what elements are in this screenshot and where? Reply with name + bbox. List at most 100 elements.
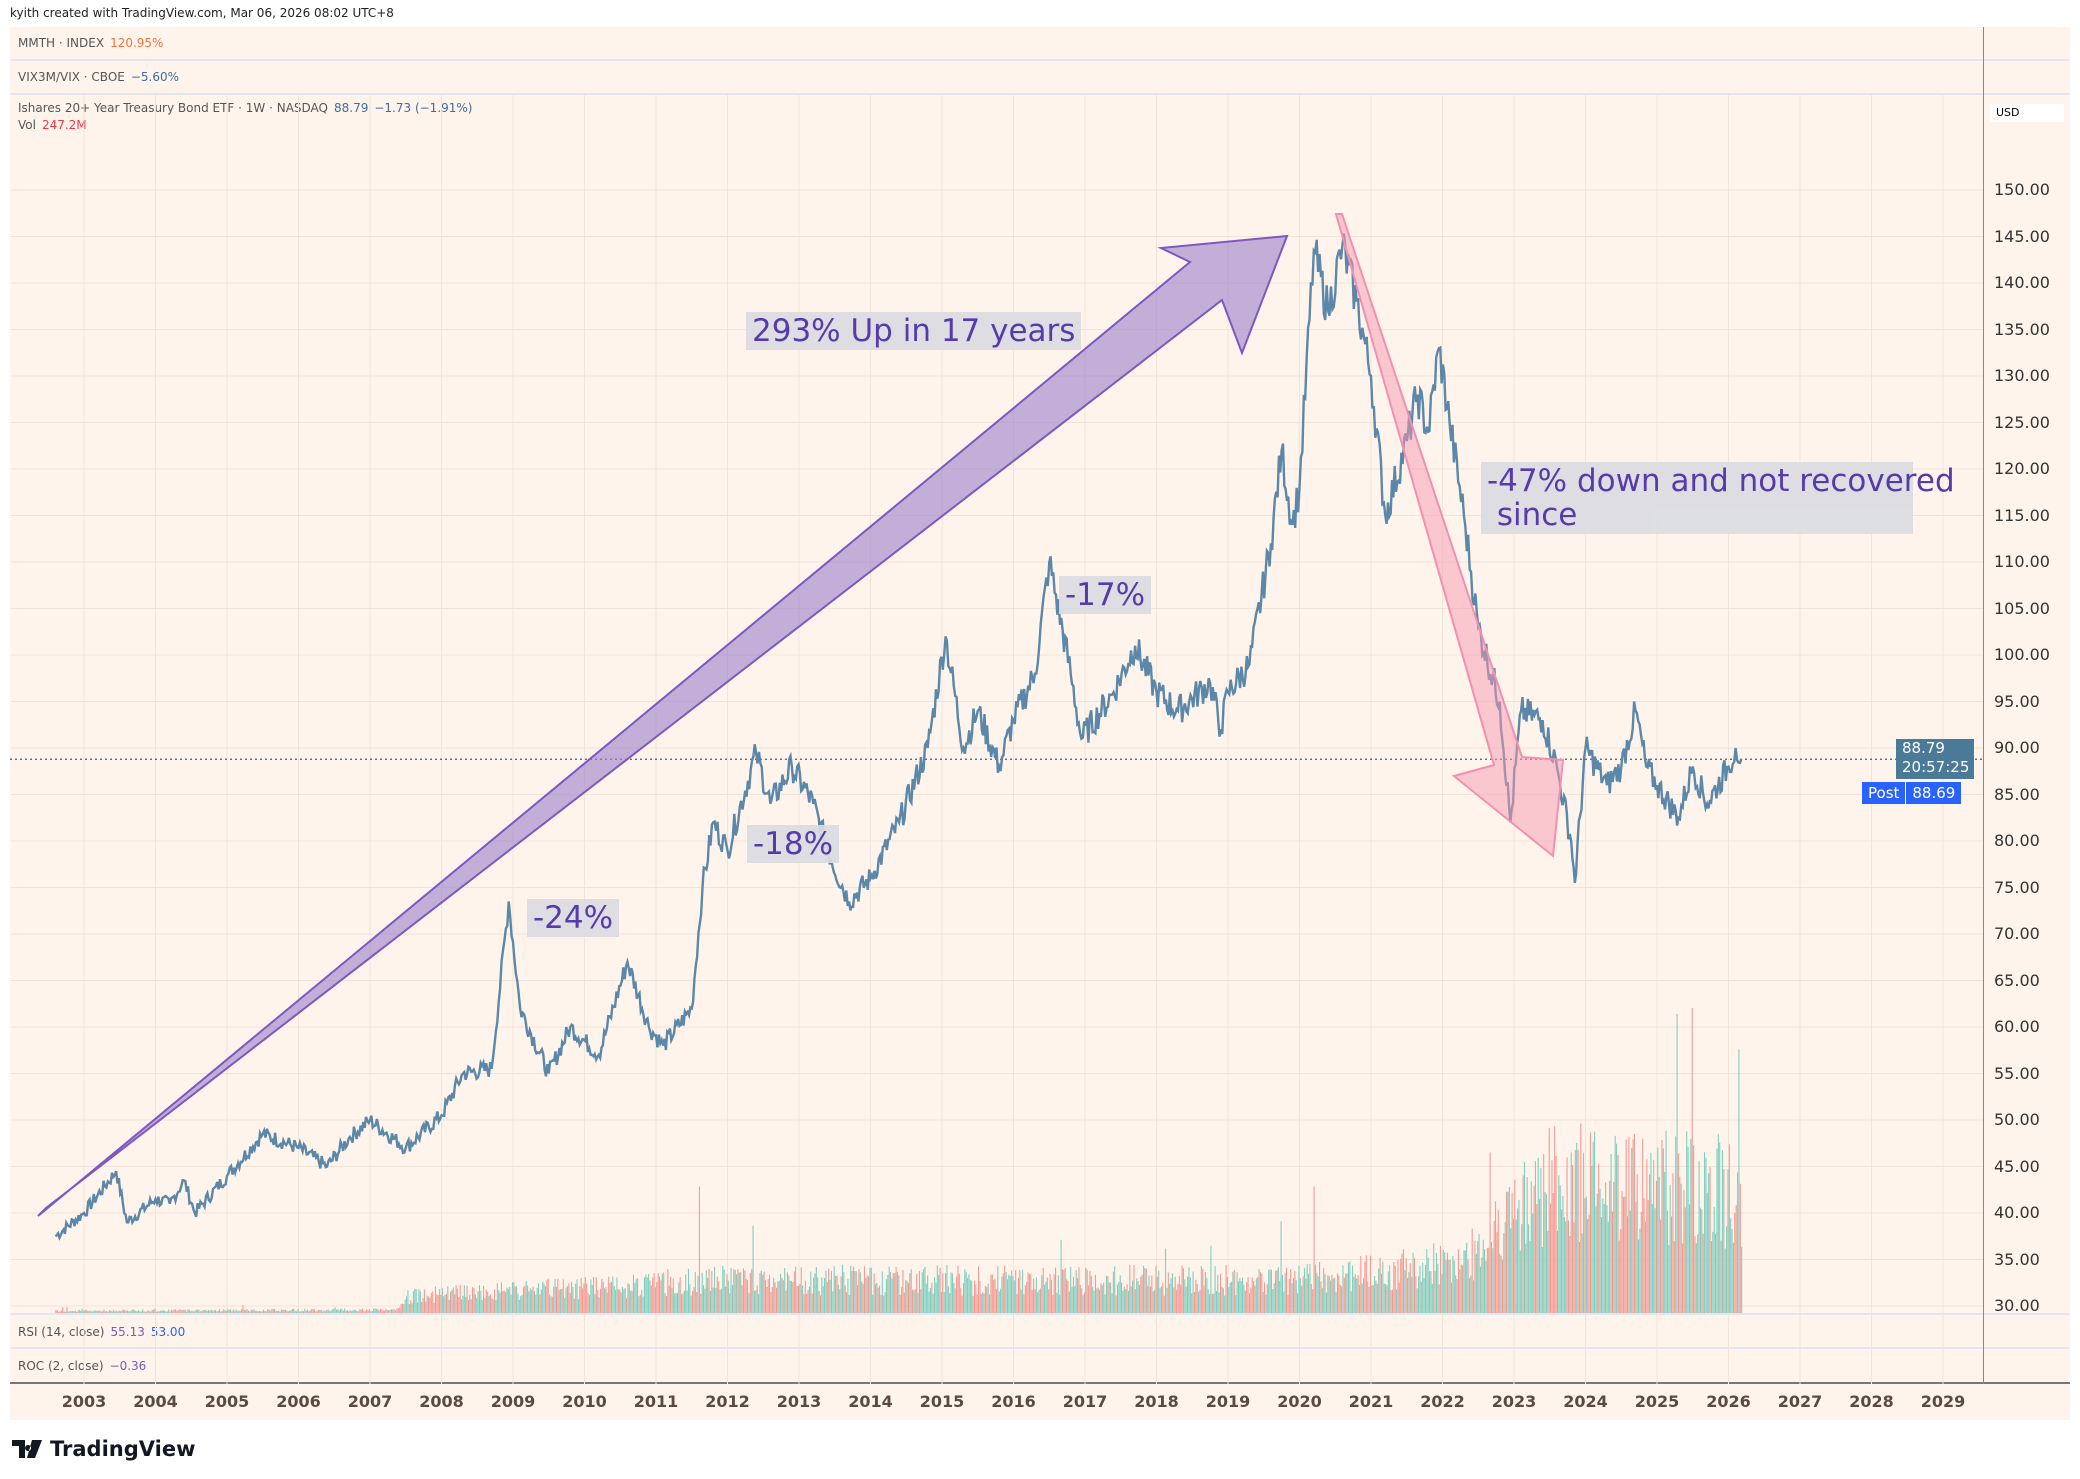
rsi-pane: RSI (14, close) 55.13 53.00 (10, 1313, 2070, 1349)
volume-bar (1232, 1271, 1234, 1313)
volume-bar (586, 1283, 588, 1313)
volume-bar (1426, 1249, 1428, 1313)
volume-bar (1133, 1264, 1135, 1313)
volume-bar (401, 1303, 403, 1313)
volume-bar (712, 1287, 714, 1313)
volume-bar (437, 1295, 439, 1313)
volume-bar (1739, 1183, 1741, 1313)
volume-bar (403, 1304, 405, 1313)
volume-bar (1231, 1281, 1233, 1313)
volume-bar (1662, 1148, 1664, 1313)
volume-bar (1072, 1276, 1074, 1313)
volume-bar (155, 1311, 157, 1313)
volume-bar (967, 1277, 969, 1313)
volume-bar (964, 1269, 966, 1313)
volume-bar (1368, 1286, 1370, 1313)
volume-bar (862, 1283, 864, 1313)
volume-bar (1158, 1270, 1160, 1313)
volume-bar (950, 1272, 952, 1313)
currency-label[interactable]: USD (1990, 104, 2064, 122)
annotation-minus-18[interactable]: -18% (747, 825, 840, 863)
volume-bar (338, 1310, 340, 1313)
volume-bar (1027, 1272, 1029, 1313)
vix-name: VIX3M/VIX · CBOE (18, 70, 125, 84)
volume-bar (302, 1311, 304, 1313)
symbol-name[interactable]: Ishares 20+ Year Treasury Bond ETF · 1W … (18, 101, 328, 115)
volume-bar (353, 1309, 355, 1313)
volume-bar (822, 1286, 824, 1313)
volume-bar (1665, 1130, 1667, 1313)
annotation-up[interactable]: 293% Up in 17 years (746, 312, 1082, 350)
volume-bar (718, 1281, 720, 1313)
volume-bar (785, 1290, 787, 1313)
volume-bar (1647, 1199, 1649, 1313)
volume-bar (58, 1311, 60, 1313)
volume-bar (817, 1277, 819, 1313)
volume-bar (945, 1272, 947, 1313)
volume-bar (1609, 1180, 1611, 1313)
volume-bar (1671, 1216, 1673, 1313)
price-line (54, 233, 1743, 1241)
volume-bar (1632, 1139, 1634, 1313)
volume-bar (752, 1225, 754, 1313)
volume-bar (1698, 1161, 1700, 1313)
volume-bar (352, 1310, 354, 1313)
volume-bar (833, 1266, 835, 1313)
volume-bar (1298, 1265, 1300, 1313)
volume-bar (932, 1293, 934, 1313)
volume-bar (209, 1310, 211, 1313)
volume-bar (1686, 1131, 1688, 1313)
annotation-minus-17[interactable]: -17% (1059, 576, 1152, 614)
volume-bar (59, 1311, 61, 1313)
volume-bar (973, 1280, 975, 1313)
volume-bar (268, 1309, 270, 1313)
volume-bar (1341, 1286, 1343, 1313)
price-tick: 30.00 (1994, 1296, 2040, 1315)
volume-bar (1253, 1281, 1255, 1313)
volume-bar (220, 1311, 222, 1313)
year-tick: 2027 (1777, 1392, 1823, 1411)
volume-bar (1297, 1293, 1299, 1313)
volume-bar (213, 1310, 215, 1313)
volume-bar (208, 1310, 210, 1313)
volume-bar (456, 1288, 458, 1313)
volume-bar (547, 1278, 549, 1313)
volume-bar (997, 1266, 999, 1313)
volume-bar (1521, 1224, 1523, 1313)
volume-bar (1312, 1289, 1314, 1313)
volume-bar (1034, 1289, 1036, 1313)
volume-bar (1111, 1293, 1113, 1313)
volume-bar (1056, 1293, 1058, 1313)
volume-bar (1105, 1275, 1107, 1313)
volume-bar (1644, 1221, 1646, 1313)
volume-bar (803, 1294, 805, 1313)
volume-bar (1053, 1274, 1055, 1313)
volume-bar (968, 1274, 970, 1313)
tradingview-logo[interactable]: TradingView (12, 1437, 195, 1461)
volume-bar (1114, 1266, 1116, 1313)
volume-bar (235, 1309, 237, 1313)
volume-bar (1407, 1278, 1409, 1313)
volume-bar (661, 1273, 663, 1313)
volume-bar (994, 1278, 996, 1313)
volume-bar (683, 1290, 685, 1313)
volume-bar (593, 1276, 595, 1313)
volume-bar (1411, 1276, 1413, 1313)
volume-bar (1187, 1276, 1189, 1313)
volume-bar (103, 1309, 105, 1313)
volume-bar (1705, 1157, 1707, 1313)
volume-bar (466, 1285, 468, 1313)
volume-bar (275, 1310, 277, 1313)
volume-bar (737, 1269, 739, 1313)
volume-bar (848, 1295, 850, 1313)
volume-bar (1405, 1258, 1407, 1313)
volume-bar (1020, 1289, 1022, 1313)
volume-bar (1431, 1283, 1433, 1313)
volume-bar (150, 1311, 152, 1313)
annotation-down[interactable]: -47% down and not recovered since (1481, 462, 1955, 534)
volume-bar (1299, 1277, 1301, 1313)
annotation-minus-24[interactable]: -24% (527, 899, 620, 937)
volume-bar (821, 1277, 823, 1313)
volume-bar (720, 1288, 722, 1313)
